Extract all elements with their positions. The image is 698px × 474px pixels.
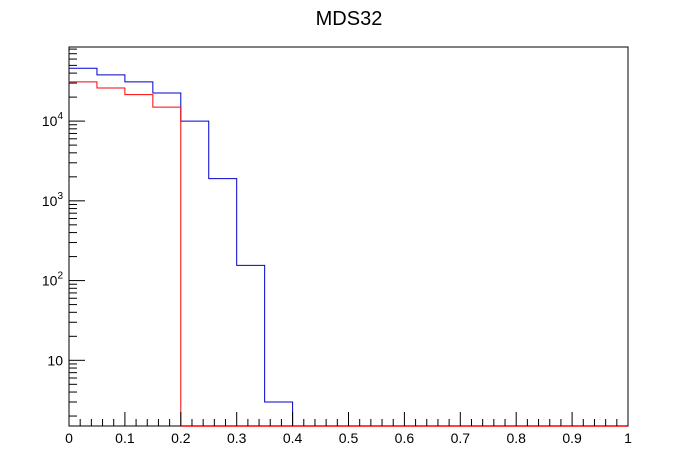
x-tick-label: 0.1 bbox=[115, 430, 135, 446]
histogram-series-2 bbox=[69, 81, 182, 426]
x-tick-label: 0.7 bbox=[451, 430, 471, 446]
y-tick-label: 104 bbox=[42, 111, 64, 129]
x-tick-label: 0.2 bbox=[171, 430, 191, 446]
x-tick-label: 0.3 bbox=[227, 430, 247, 446]
y-tick-label: 103 bbox=[42, 191, 64, 209]
y-tick-label: 10 bbox=[47, 352, 63, 368]
series-layer bbox=[69, 67, 628, 427]
x-tick-label: 0.6 bbox=[395, 430, 415, 446]
x-tick-label: 0.5 bbox=[339, 430, 359, 446]
x-tick-label: 0.9 bbox=[562, 430, 582, 446]
x-tick-label: 0.8 bbox=[506, 430, 526, 446]
x-tick-label: 0.4 bbox=[283, 430, 303, 446]
y-tick-label: 102 bbox=[42, 271, 64, 289]
x-tick-label: 0 bbox=[65, 430, 73, 446]
chart-title: MDS32 bbox=[316, 8, 383, 30]
x-tick-label: 1 bbox=[624, 430, 632, 446]
axis-layer: 0 0.1 0.2 0.3 0.4 0.5 0.6 0.7 0.8 0.9 1 10 102 103 104 bbox=[42, 48, 632, 446]
